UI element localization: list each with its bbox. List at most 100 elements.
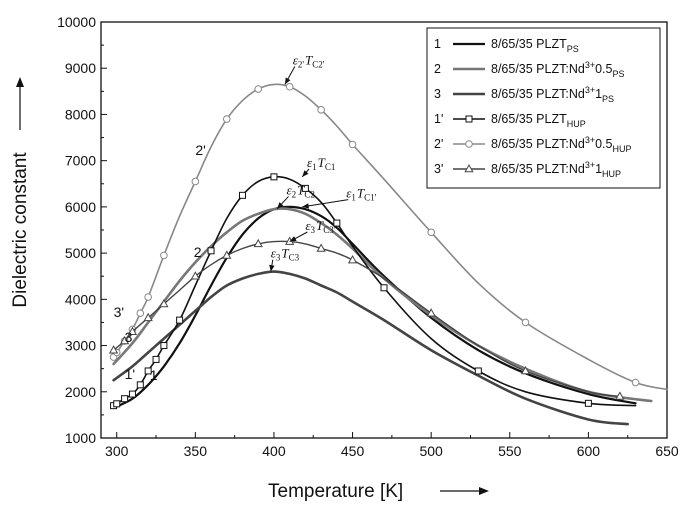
legend-label: 8/65/35 PLZT:Nd3+1HUP <box>491 160 621 179</box>
legend-entry: 2 8/65/35 PLZT:Nd3+0.5PS <box>434 60 624 79</box>
series-4 <box>110 173 637 410</box>
data-point <box>584 399 592 407</box>
legend-key: 3 <box>434 87 441 101</box>
annotation-arrowhead <box>284 77 291 85</box>
data-point <box>207 247 215 255</box>
data-point <box>136 381 144 389</box>
x-axis-arrowhead <box>479 487 489 495</box>
series-line <box>112 205 637 410</box>
data-point <box>285 82 294 91</box>
legend-marker <box>465 140 473 148</box>
y-tick-label: 5000 <box>65 245 96 261</box>
series-5 <box>109 82 668 391</box>
curve-label: 1 <box>150 367 158 383</box>
data-point <box>144 293 152 301</box>
tc-annotation-label: ε2TC2 <box>287 182 315 199</box>
data-point <box>474 367 482 375</box>
data-point <box>254 85 263 93</box>
tc-annotation-label: ε2'TC2' <box>293 53 325 70</box>
axis-ticks: 300 350 400 450 500 550 600 650 1000 2000 3000 4000… <box>57 14 679 459</box>
curve-label: 1' <box>125 366 135 382</box>
legend-label: 8/65/35 PLZT:Nd3+0.5PS <box>491 60 624 79</box>
y-tick-label: 2000 <box>65 384 96 400</box>
legend-key: 1' <box>434 112 443 126</box>
legend-key: 2' <box>434 137 443 151</box>
data-point <box>127 326 138 335</box>
x-tick-label: 300 <box>105 443 129 459</box>
legend-key: 3' <box>434 162 443 176</box>
data-point <box>113 400 121 408</box>
x-tick-label: 600 <box>577 443 601 459</box>
data-point <box>348 140 357 149</box>
data-point <box>136 309 145 318</box>
series-layer <box>108 82 668 426</box>
series-line <box>112 207 653 403</box>
legend-entry: 3' 8/65/35 PLZT:Nd3+1HUP <box>434 160 621 179</box>
legend-key: 1 <box>434 37 441 51</box>
data-point <box>427 228 435 237</box>
legend-label: 8/65/35 PLZTHUP <box>491 112 586 129</box>
tc-annotation: ε3TC3 <box>269 246 300 272</box>
data-point <box>144 367 152 375</box>
data-point <box>317 106 325 114</box>
y-tick-label: 4000 <box>65 291 96 307</box>
tc-annotation: ε1TC1' <box>302 186 377 209</box>
y-tick-label: 9000 <box>65 60 96 76</box>
curve-label: 3 <box>125 329 133 345</box>
data-point <box>301 184 309 192</box>
curve-label: 3' <box>114 304 124 320</box>
annotation-arrowhead <box>269 264 275 272</box>
data-point <box>521 318 530 327</box>
x-tick-label: 650 <box>655 443 679 459</box>
data-point <box>160 251 168 260</box>
data-point <box>191 177 200 186</box>
y-tick-label: 7000 <box>65 153 96 169</box>
annotation-arrowhead <box>302 203 310 209</box>
data-point <box>143 312 153 322</box>
data-point <box>270 173 278 181</box>
data-point <box>615 391 625 400</box>
data-point <box>119 335 130 345</box>
legend-marker <box>465 115 473 123</box>
x-tick-label: 500 <box>419 443 443 459</box>
legend-box <box>426 27 661 189</box>
data-point <box>347 255 358 264</box>
legend-marker <box>464 163 474 173</box>
data-point <box>239 191 246 199</box>
legend-label: 8/65/35 PLZT:Nd3+0.5HUP <box>491 135 631 154</box>
tc-annotation-label: ε1TC1 <box>307 155 335 172</box>
data-point <box>176 316 184 324</box>
legend-key: 2 <box>434 62 441 76</box>
x-tick-label: 550 <box>498 443 522 459</box>
legend-entry: 2' 8/65/35 PLZT:Nd3+0.5HUP <box>434 135 631 154</box>
legend: 1 8/65/35 PLZTPS 2 8/65/35 PLZT:Nd3+0.5PS 3 8… <box>426 27 661 189</box>
legend-entry: 1 8/65/35 PLZTPS <box>434 37 579 54</box>
data-point <box>253 238 263 248</box>
y-tick-label: 6000 <box>65 199 96 215</box>
legend-entry: 1' 8/65/35 PLZTHUP <box>434 112 586 129</box>
series-2 <box>112 207 653 403</box>
data-point <box>121 395 129 403</box>
x-tick-label: 350 <box>184 443 208 459</box>
tc-annotation-label: ε3TC3' <box>305 218 335 235</box>
x-tick-label: 400 <box>262 443 286 459</box>
y-tick-label: 8000 <box>65 106 96 122</box>
curve-label: 2 <box>194 244 202 260</box>
data-point <box>316 243 326 252</box>
data-point <box>222 250 232 259</box>
legend-entry: 3 8/65/35 PLZT:Nd3+1PS <box>434 85 614 104</box>
tc-annotation-label: ε3TC3 <box>271 246 300 263</box>
data-point <box>190 271 200 280</box>
tc-annotation-label: ε1TC1' <box>346 186 376 203</box>
curve-label: 2' <box>195 142 205 158</box>
data-point <box>426 308 436 317</box>
legend-label: 8/65/35 PLZTPS <box>491 37 579 54</box>
data-point <box>222 115 231 123</box>
data-point <box>128 390 136 398</box>
annotation-arrowhead <box>302 170 309 177</box>
y-tick-label: 1000 <box>65 430 96 446</box>
data-point <box>159 298 169 308</box>
y-tick-label: 3000 <box>65 338 96 354</box>
data-point <box>333 219 341 227</box>
